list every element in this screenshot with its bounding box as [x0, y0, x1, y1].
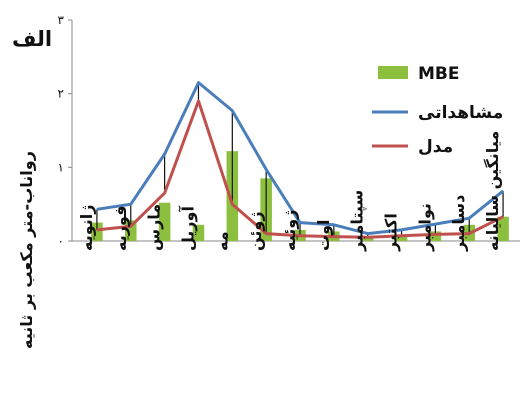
legend-label: مشاهداتی: [418, 103, 503, 123]
legend-swatch: [378, 66, 408, 79]
x-tick-label: دسامبر: [449, 195, 468, 252]
y-tick-label: ۰: [58, 234, 64, 248]
x-tick-label: سپتامبر: [348, 190, 368, 252]
legend-label: MBE: [418, 64, 460, 84]
x-tick-label: آوریل: [177, 206, 197, 251]
bar: [158, 202, 171, 241]
x-tick-label: ژوئن: [246, 211, 265, 251]
y-tick-label: ۳: [58, 13, 65, 27]
x-tick-label: مه: [212, 231, 231, 251]
bar: [91, 222, 103, 241]
y-axis-label: رواناب-متر مکعب بر ثانیه: [17, 151, 36, 349]
y-tick-label: ۱: [58, 160, 64, 174]
bar: [429, 231, 442, 241]
series-line: [96, 99, 504, 239]
x-tick-label: اکتبر: [382, 213, 401, 252]
bar: [192, 224, 205, 241]
bar: [395, 235, 408, 241]
tick-labels: ۰ ۱ ۲ ۳ ژانویه فوریه مارس آوریل مه ژوئن ژوئیه اوت سپ…: [58, 13, 503, 252]
x-tick-label: ژانویه: [77, 205, 96, 251]
bar: [497, 216, 509, 241]
bar: [125, 220, 137, 241]
x-tick-label: ژوئیه: [280, 210, 299, 251]
panel-label: الف: [12, 27, 52, 51]
x-tick-label: میانگین سالیانه: [483, 131, 502, 251]
x-tick-label: فوریه: [111, 206, 130, 251]
series-line: [96, 81, 505, 236]
bar: [361, 237, 374, 241]
x-tick-label: مارس: [145, 204, 164, 251]
x-tick-label: اوت: [314, 219, 333, 251]
x-tick-label: نوامبر: [415, 203, 434, 252]
y-tick-label: ۲: [58, 87, 64, 101]
legend-label: مدل: [418, 137, 453, 157]
line-series: [96, 81, 505, 239]
legend: MBE مشاهداتی مدل: [372, 64, 503, 157]
